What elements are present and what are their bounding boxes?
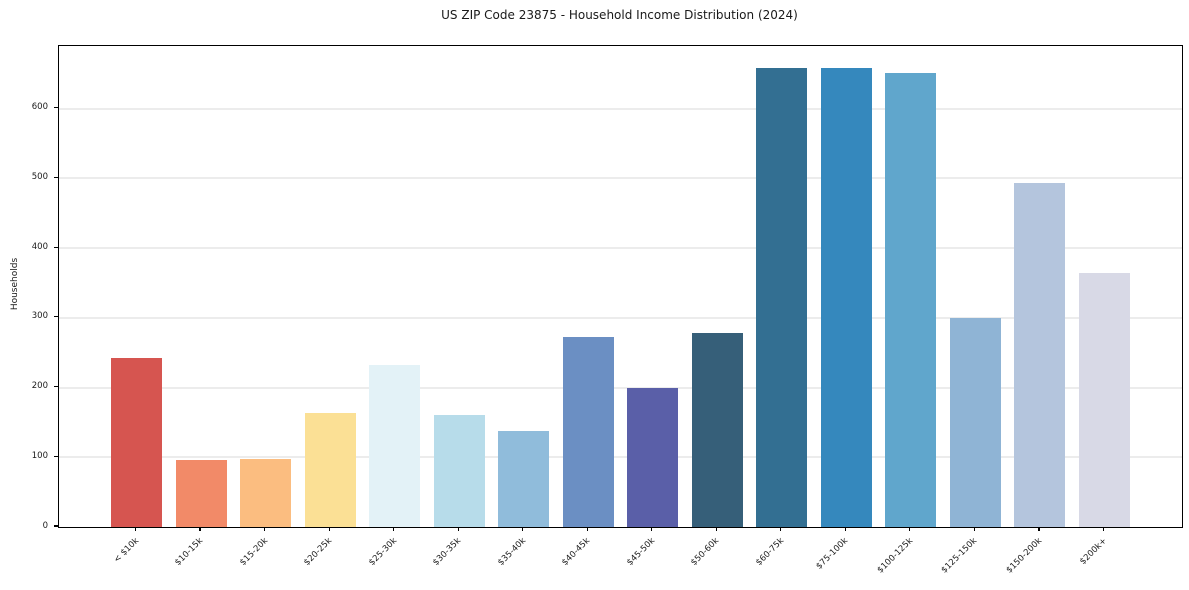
x-tick-mark-2 bbox=[263, 527, 266, 531]
y-tick-mark-100 bbox=[54, 455, 58, 457]
x-tick-mark-13 bbox=[973, 527, 976, 531]
y-tick-label-0: 0 bbox=[42, 520, 48, 531]
x-tick-mark-9 bbox=[715, 527, 717, 531]
bar-75-100k bbox=[820, 67, 872, 527]
y-tick-mark-400 bbox=[54, 246, 58, 248]
gridline-y-200 bbox=[59, 386, 1182, 389]
y-tick-mark-300 bbox=[54, 316, 58, 318]
y-tick-label-600: 600 bbox=[31, 102, 48, 113]
x-tick-label-0: < $10k bbox=[111, 536, 141, 565]
bar-35-40k bbox=[498, 430, 550, 527]
bar-15-20k bbox=[240, 459, 292, 527]
y-tick-mark-600 bbox=[54, 107, 58, 109]
gridline-y-100 bbox=[59, 456, 1182, 459]
x-tick-mark-15 bbox=[1102, 527, 1105, 531]
y-tick-mark-500 bbox=[54, 176, 58, 179]
bar-50-60k bbox=[691, 332, 743, 527]
x-tick-mark-0 bbox=[134, 527, 137, 531]
bar-20-25k bbox=[304, 413, 356, 527]
bar-60-75k bbox=[756, 68, 808, 527]
y-tick-label-300: 300 bbox=[31, 311, 48, 322]
bar-150-200k bbox=[1014, 182, 1066, 527]
x-tick-mark-12 bbox=[909, 527, 911, 531]
x-tick-mark-14 bbox=[1038, 527, 1040, 531]
x-tick-mark-6 bbox=[522, 527, 524, 531]
chart-title: US ZIP Code 23875 - Household Income Dis… bbox=[441, 8, 798, 22]
x-tick-mark-8 bbox=[651, 527, 653, 531]
y-tick-label-100: 100 bbox=[31, 450, 48, 461]
bar-25-30k bbox=[369, 364, 421, 527]
x-tick-mark-1 bbox=[199, 527, 201, 531]
bar-40-45k bbox=[562, 336, 614, 527]
x-tick-mark-3 bbox=[328, 527, 330, 531]
x-tick-mark-5 bbox=[457, 527, 459, 531]
y-tick-label-500: 500 bbox=[31, 171, 48, 182]
x-tick-mark-4 bbox=[393, 527, 395, 531]
gridline-y-400 bbox=[59, 247, 1182, 250]
bar-45-50k bbox=[627, 388, 679, 527]
gridline-y-300 bbox=[59, 316, 1182, 319]
y-tick-label-400: 400 bbox=[31, 241, 48, 252]
x-tick-mark-11 bbox=[844, 527, 846, 531]
bar-30-35k bbox=[433, 414, 485, 527]
bar-200k bbox=[1079, 273, 1130, 527]
gridline-y-500 bbox=[59, 177, 1182, 180]
y-tick-label-200: 200 bbox=[31, 381, 48, 392]
bar-10k bbox=[111, 358, 162, 527]
bar-100-125k bbox=[885, 72, 937, 527]
y-tick-mark-200 bbox=[54, 385, 58, 388]
x-tick-mark-7 bbox=[586, 527, 588, 531]
x-tick-mark-10 bbox=[780, 527, 782, 531]
gridline-y-600 bbox=[59, 107, 1182, 110]
bar-125-150k bbox=[949, 317, 1001, 527]
plot-area bbox=[58, 45, 1183, 528]
bar-10-15k bbox=[175, 460, 227, 527]
y-tick-mark-0 bbox=[54, 525, 58, 527]
